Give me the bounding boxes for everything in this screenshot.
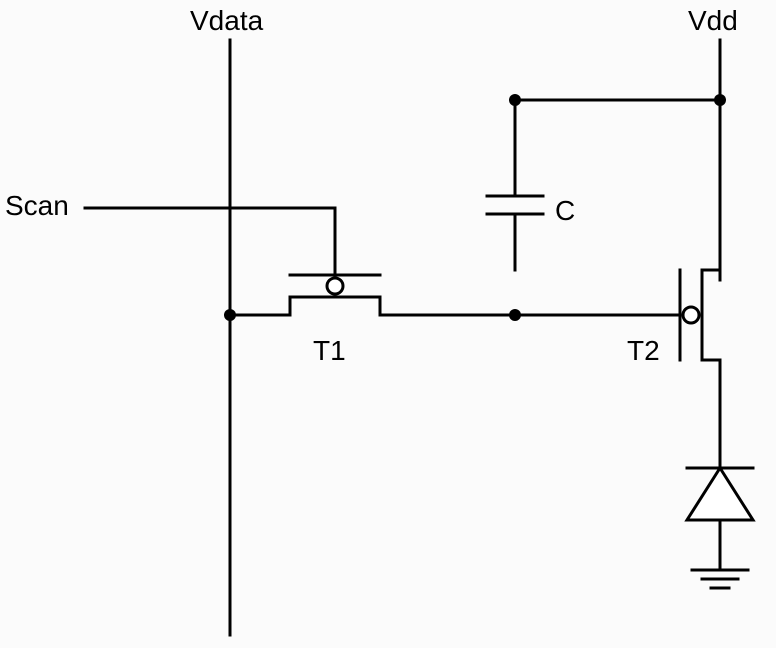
label-t2: T2 [627,335,660,366]
label-scan: Scan [5,190,69,221]
label-c: C [555,195,575,226]
circuit-diagram: Vdata Vdd Scan T1 T2 C [0,0,776,648]
label-vdd: Vdd [688,5,738,36]
label-t1: T1 [313,335,346,366]
label-vdata: Vdata [190,5,264,36]
